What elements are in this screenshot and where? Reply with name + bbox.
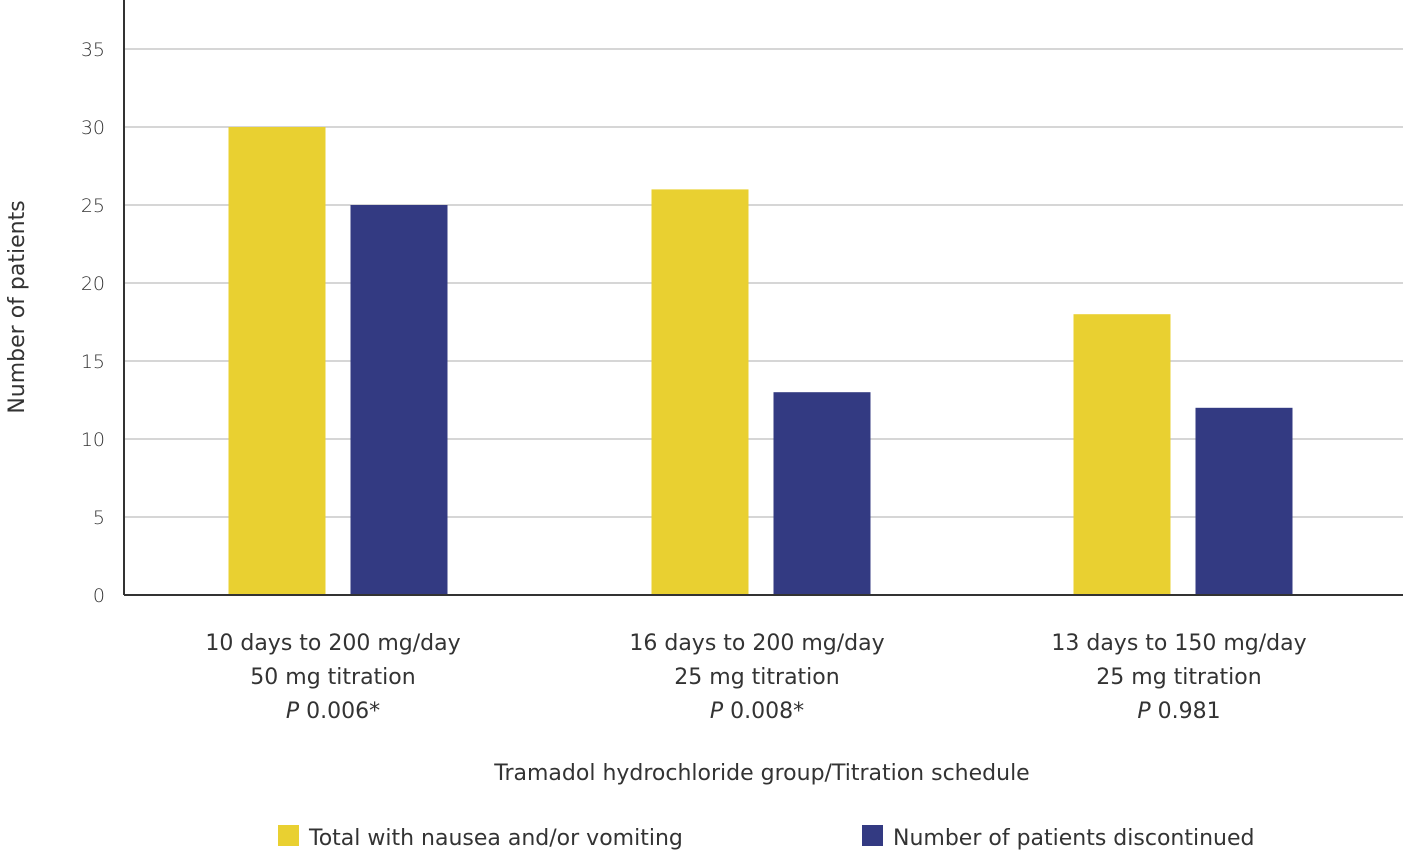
- y-axis-title: Number of patients: [5, 200, 30, 413]
- category-label-line1: 10 days to 200 mg/day: [205, 631, 460, 656]
- legend-swatch-nausea-vomiting: [278, 825, 299, 846]
- y-axis-ticks: 0 5 10 15 20 25 30 35: [81, 39, 105, 607]
- bars: [228, 127, 1293, 595]
- p-value: 0.981: [1151, 699, 1221, 724]
- bar-nausea-vomiting-3: [1073, 314, 1171, 595]
- y-tick-label: 20: [81, 273, 105, 295]
- legend-label-discontinued: Number of patients discontinued: [893, 826, 1254, 851]
- bar-discontinued-2: [773, 392, 871, 595]
- category-label-line2: 25 mg titration: [1096, 665, 1261, 690]
- category-label-line1: 16 days to 200 mg/day: [629, 631, 884, 656]
- y-tick-label: 35: [81, 39, 105, 61]
- p-value: 0.006*: [299, 699, 380, 724]
- gridlines: [124, 48, 1403, 518]
- category-p-value: P 0.008*: [710, 699, 804, 724]
- category-p-value: P 0.006*: [286, 699, 380, 724]
- p-label: P: [1137, 699, 1151, 724]
- y-tick-label: 5: [93, 507, 105, 529]
- p-label: P: [286, 699, 300, 724]
- x-axis-title: Tramadol hydrochloride group/Titration s…: [493, 761, 1029, 786]
- bar-discontinued-1: [350, 205, 448, 595]
- bar-discontinued-3: [1195, 407, 1293, 595]
- legend: Total with nausea and/or vomiting Number …: [278, 825, 1254, 851]
- y-tick-label: 30: [81, 117, 105, 139]
- y-tick-label: 25: [81, 195, 105, 217]
- category-label-line2: 25 mg titration: [674, 665, 839, 690]
- bar-nausea-vomiting-2: [651, 189, 749, 595]
- p-label: P: [710, 699, 724, 724]
- category-label-line1: 13 days to 150 mg/day: [1051, 631, 1306, 656]
- legend-label-nausea-vomiting: Total with nausea and/or vomiting: [308, 826, 683, 851]
- legend-swatch-discontinued: [862, 825, 883, 846]
- p-value: 0.008*: [723, 699, 804, 724]
- x-axis-category-labels: 10 days to 200 mg/day 50 mg titration P 0.…: [205, 631, 1306, 724]
- y-tick-label: 10: [81, 429, 105, 451]
- bar-nausea-vomiting-1: [228, 127, 326, 595]
- y-tick-label: 15: [81, 351, 105, 373]
- category-p-value: P 0.981: [1137, 699, 1220, 724]
- y-tick-label: 0: [93, 585, 105, 607]
- axes: [123, 0, 1403, 596]
- category-label-line2: 50 mg titration: [250, 665, 415, 690]
